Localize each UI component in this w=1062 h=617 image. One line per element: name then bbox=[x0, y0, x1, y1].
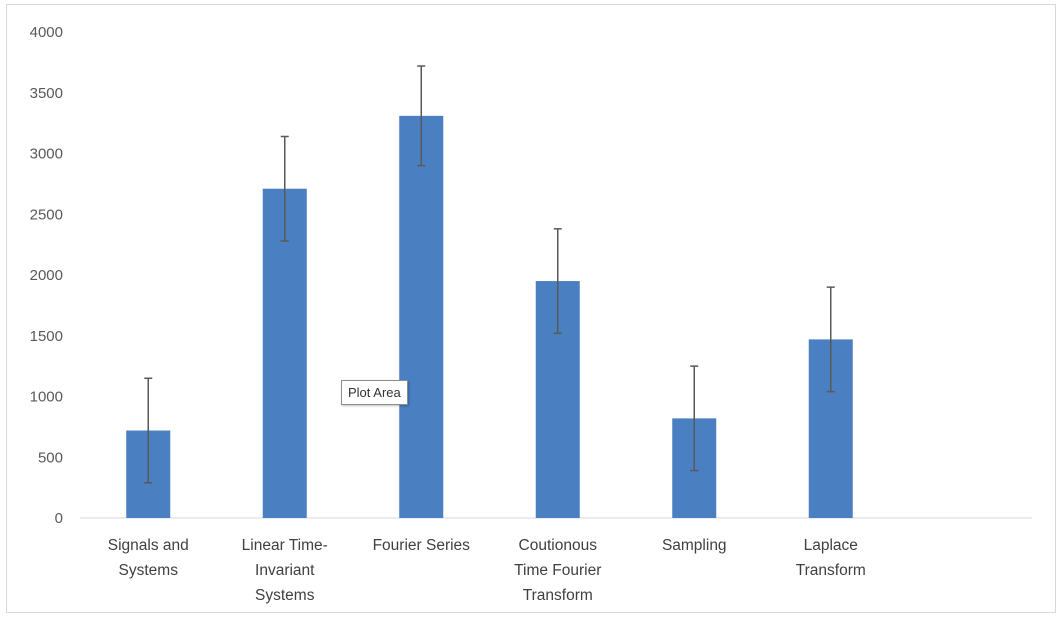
y-tick-label: 4000 bbox=[30, 24, 63, 41]
y-tick-label: 3500 bbox=[30, 85, 63, 102]
x-category-label: Linear Time-Invariant Systems bbox=[242, 537, 328, 604]
x-category-label: Sampling bbox=[662, 537, 727, 554]
y-tick-label: 1000 bbox=[30, 389, 63, 406]
plot-area-tooltip: Plot Area bbox=[341, 380, 408, 405]
bar bbox=[262, 188, 307, 519]
chart-area bbox=[6, 4, 1056, 613]
y-tick-label: 0 bbox=[55, 510, 63, 527]
y-tick-label: 1500 bbox=[30, 328, 63, 345]
y-tick-label: 3000 bbox=[30, 146, 63, 163]
y-tick-label: 500 bbox=[38, 449, 63, 466]
x-category-label: Coutionous Time Fourier Transform bbox=[514, 537, 601, 604]
y-tick-label: 2000 bbox=[30, 267, 63, 284]
bar bbox=[399, 115, 444, 519]
x-category-label: Laplace Transform bbox=[796, 537, 866, 579]
x-category-label: Signals and Systems bbox=[108, 537, 189, 579]
y-tick-label: 2500 bbox=[30, 206, 63, 223]
x-category-label: Fourier Series bbox=[373, 537, 471, 554]
